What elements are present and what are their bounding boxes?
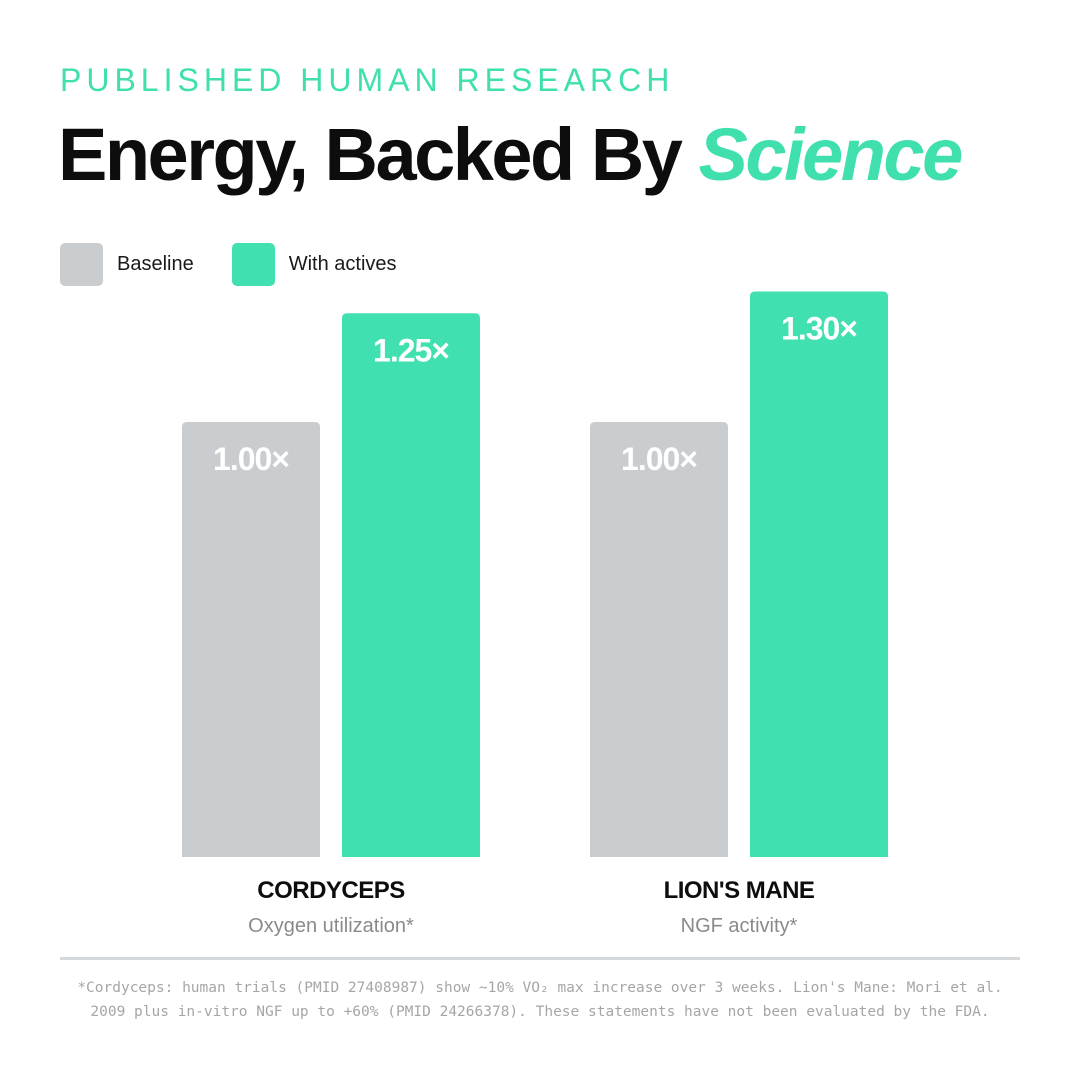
- footer-divider: [60, 957, 1020, 960]
- category-label-0: CORDYCEPS: [257, 877, 405, 904]
- bar-value-label-baseline-0: 1.00×: [213, 441, 289, 477]
- legend-swatch-actives: [231, 243, 275, 286]
- category-sublabel-0: Oxygen utilization*: [248, 915, 414, 937]
- legend-label-baseline: Baseline: [117, 253, 194, 275]
- legend-swatch-baseline: [60, 243, 103, 286]
- bar-chart: 1.00× 1.25× CORDYCEPS Oxygen utilization* 1.…: [182, 291, 888, 937]
- bar-value-label-actives-1: 1.30×: [781, 311, 857, 347]
- footnote-line-2: 2009 plus in-vitro NGF up to +60% (PMID …: [90, 1004, 990, 1020]
- legend-item-actives: With actives: [231, 243, 397, 286]
- footnote-line-1: *Cordyceps: human trials (PMID 27408987)…: [77, 980, 1003, 996]
- bar-baseline-0: [182, 422, 320, 857]
- page-title: Energy, Backed By Science: [58, 112, 963, 197]
- title-accent: Science: [698, 113, 963, 196]
- legend-item-baseline: Baseline: [60, 243, 194, 286]
- category-label-1: LION'S MANE: [664, 877, 815, 904]
- title-main: Energy, Backed By: [58, 113, 699, 196]
- bar-baseline-1: [590, 422, 728, 857]
- chart-legend: Baseline With actives: [60, 243, 435, 286]
- bar-value-label-actives-0: 1.25×: [373, 332, 449, 368]
- bar-value-label-baseline-1: 1.00×: [621, 441, 697, 477]
- eyebrow-text: PUBLISHED HUMAN RESEARCH: [60, 62, 675, 98]
- footnote: *Cordyceps: human trials (PMID 27408987)…: [60, 976, 1020, 1024]
- legend-label-actives: With actives: [288, 253, 397, 275]
- bar-actives-1: [750, 291, 888, 857]
- bar-actives-0: [342, 313, 480, 857]
- category-sublabel-1: NGF activity*: [681, 915, 798, 937]
